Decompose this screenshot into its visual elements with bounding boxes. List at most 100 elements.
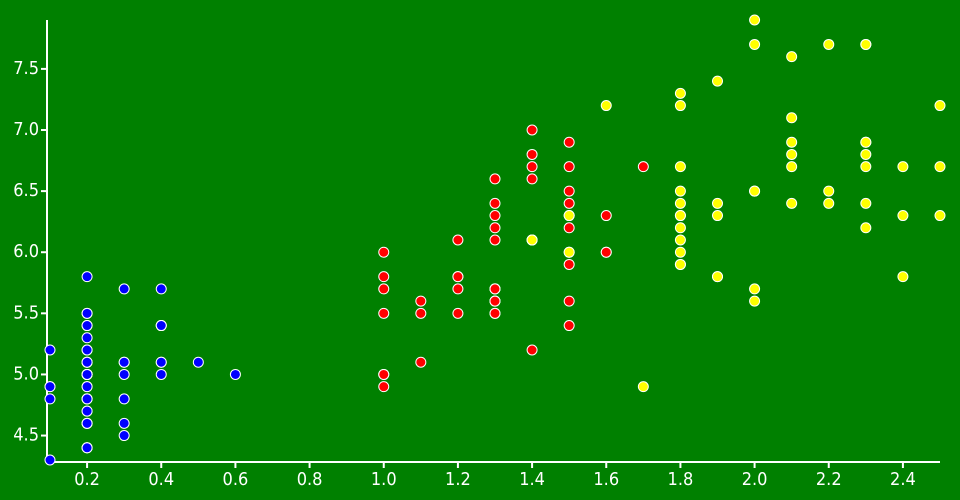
- point: [44, 393, 56, 405]
- point: [674, 210, 686, 222]
- point: [378, 368, 390, 380]
- point: [786, 136, 798, 148]
- point: [563, 197, 575, 209]
- point: [118, 430, 130, 442]
- point: [415, 295, 427, 307]
- point: [674, 87, 686, 99]
- point: [897, 161, 909, 173]
- x-tick-label: 0.4: [148, 469, 174, 490]
- point: [712, 197, 723, 209]
- point: [378, 381, 390, 393]
- point: [934, 100, 946, 112]
- point: [489, 307, 501, 319]
- point: [415, 356, 427, 368]
- point: [81, 307, 93, 319]
- point: [155, 283, 167, 295]
- point: [749, 283, 761, 295]
- point: [860, 38, 872, 50]
- point: [452, 307, 464, 319]
- point: [600, 246, 612, 258]
- point: [860, 136, 872, 148]
- point: [452, 234, 464, 246]
- point: [415, 307, 427, 319]
- x-tick-label: 2.4: [890, 469, 916, 490]
- x-tick-label: 1.6: [593, 469, 619, 490]
- point: [712, 210, 723, 222]
- point: [378, 283, 390, 295]
- y-tick-label: 5.0: [13, 363, 39, 384]
- point: [155, 320, 167, 332]
- point: [749, 14, 761, 26]
- point: [118, 283, 130, 295]
- point: [118, 368, 130, 380]
- point: [81, 368, 93, 380]
- point: [452, 271, 464, 283]
- point: [81, 271, 93, 283]
- point: [378, 271, 390, 283]
- point: [118, 356, 130, 368]
- point: [489, 222, 501, 234]
- point: [81, 356, 93, 368]
- point: [600, 100, 612, 112]
- point: [712, 75, 723, 87]
- point: [823, 185, 835, 197]
- point: [563, 222, 575, 234]
- point: [44, 381, 56, 393]
- point: [712, 271, 723, 283]
- point: [81, 393, 93, 405]
- point: [749, 38, 761, 50]
- point: [155, 356, 167, 368]
- point: [786, 197, 798, 209]
- point: [674, 246, 686, 258]
- point: [563, 295, 575, 307]
- point: [378, 307, 390, 319]
- point: [674, 197, 686, 209]
- point: [563, 320, 575, 332]
- point: [786, 161, 798, 173]
- point: [674, 100, 686, 112]
- point: [823, 38, 835, 50]
- point: [44, 344, 56, 356]
- point: [81, 405, 93, 417]
- point: [786, 51, 798, 63]
- point: [823, 197, 835, 209]
- point: [749, 295, 761, 307]
- point: [637, 381, 649, 393]
- point: [452, 283, 464, 295]
- point: [526, 148, 538, 160]
- point: [378, 246, 390, 258]
- point: [526, 173, 538, 185]
- point: [489, 283, 501, 295]
- x-tick-label: 1.0: [371, 469, 397, 490]
- y-tick-label: 6.5: [13, 180, 39, 201]
- x-tick-label: 0.8: [297, 469, 323, 490]
- point: [563, 185, 575, 197]
- point: [749, 185, 761, 197]
- x-tick-label: 1.8: [668, 469, 694, 490]
- y-tick-label: 6.0: [13, 241, 39, 262]
- point: [81, 442, 93, 454]
- y-tick-label: 7.5: [13, 58, 39, 79]
- point: [563, 136, 575, 148]
- point: [155, 368, 167, 380]
- point: [118, 393, 130, 405]
- point: [563, 246, 575, 258]
- point: [674, 222, 686, 234]
- point: [229, 368, 241, 380]
- point: [934, 161, 946, 173]
- point: [600, 210, 612, 222]
- point: [526, 234, 538, 246]
- y-tick-label: 5.5: [13, 302, 39, 323]
- point: [860, 148, 872, 160]
- y-tick-label: 7.0: [13, 119, 39, 140]
- point: [81, 381, 93, 393]
- point: [489, 295, 501, 307]
- x-tick-label: 0.2: [74, 469, 100, 490]
- point: [860, 197, 872, 209]
- x-tick-label: 2.2: [816, 469, 842, 490]
- x-tick-label: 0.6: [223, 469, 249, 490]
- point: [786, 148, 798, 160]
- point: [489, 210, 501, 222]
- point: [637, 161, 649, 173]
